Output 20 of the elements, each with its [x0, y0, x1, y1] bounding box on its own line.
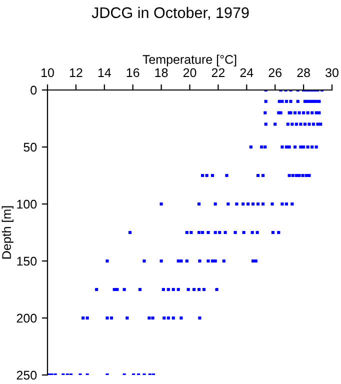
x-axis-title: Temperature [°C]	[142, 54, 236, 66]
y-tick-label: 250	[16, 370, 37, 380]
y-tick-label: 150	[17, 256, 37, 266]
x-tick-label: 26	[268, 68, 282, 78]
chart-title: JDCG in October, 1979	[92, 6, 249, 20]
x-tick-label: 12	[70, 68, 82, 77]
x-tick-label: 24	[240, 68, 254, 77]
x-tick-label: 14	[98, 68, 111, 77]
x-tick-label: 20	[183, 68, 196, 78]
y-tick-label: 100	[17, 200, 37, 209]
x-tick-label: 22	[212, 68, 225, 77]
y-tick-label: 50	[24, 142, 37, 152]
y-tick-label: 200	[16, 314, 37, 323]
x-tick-label: 30	[326, 68, 338, 78]
x-tick-label: 16	[126, 68, 140, 78]
y-axis-title: Depth [m]	[2, 206, 14, 259]
x-tick-label: 18	[155, 68, 168, 78]
x-tick-label: 28	[297, 68, 310, 78]
y-tick-label: 0	[30, 86, 37, 95]
x-tick-label: 10	[42, 68, 54, 78]
